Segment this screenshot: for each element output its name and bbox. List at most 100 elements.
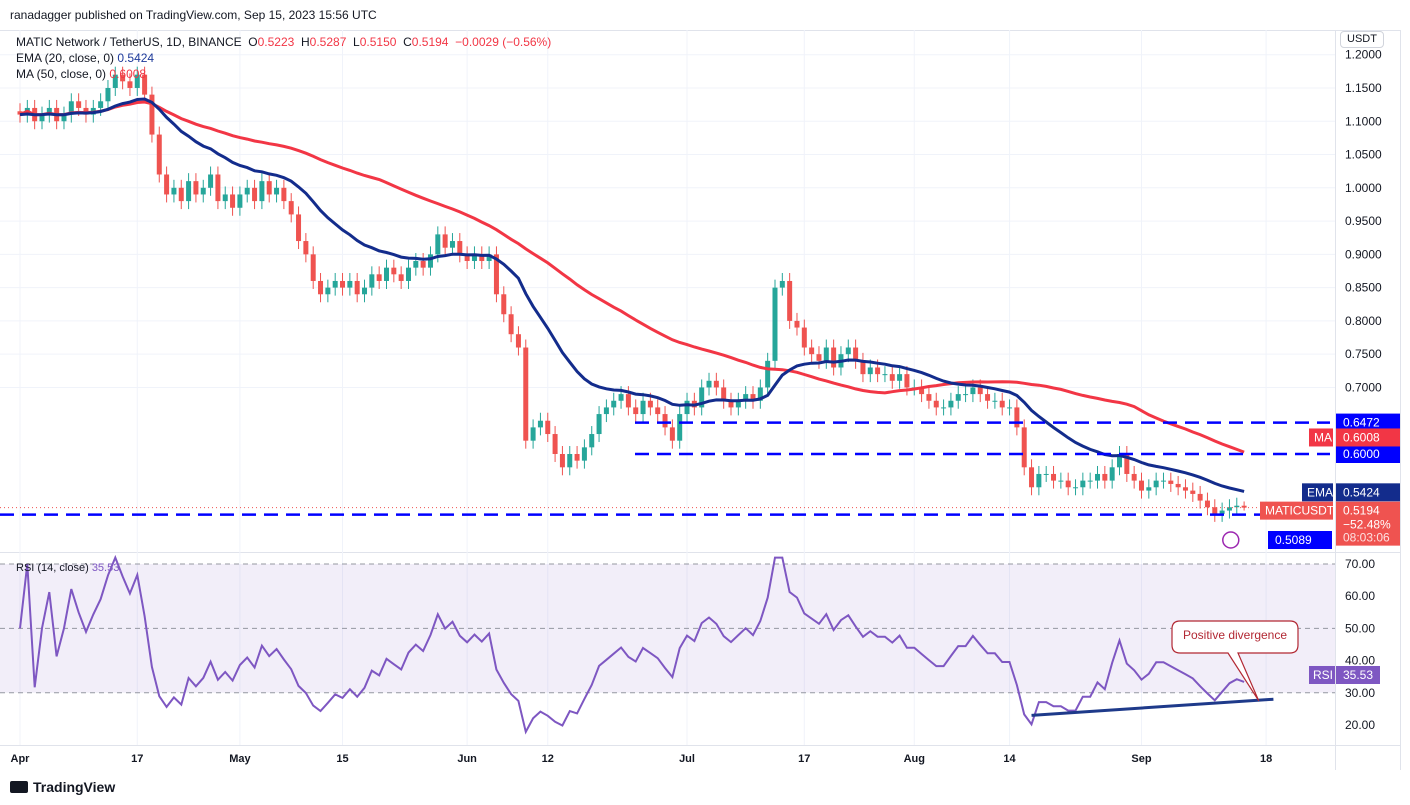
time-tick-label: Aug [904, 753, 925, 765]
candle-body [230, 194, 236, 208]
candle-body [222, 194, 228, 202]
candle-body [318, 280, 324, 295]
candle-body [655, 407, 661, 415]
candle-body [1065, 480, 1071, 488]
candle-body [706, 380, 712, 388]
right-border [1400, 30, 1401, 770]
candle-body [889, 374, 895, 381]
currency-button[interactable]: USDT [1340, 31, 1384, 48]
candle-body [757, 387, 763, 401]
candle-body [120, 74, 126, 82]
time-tick-label: 17 [798, 753, 810, 765]
time-tick-label: Sep [1131, 753, 1151, 765]
candle-body [325, 287, 331, 295]
candle-body [369, 274, 375, 288]
candle-body [794, 320, 800, 328]
candle-body [1131, 473, 1137, 481]
candle-body [647, 400, 653, 408]
ma-legend-label[interactable]: MA (50, close, 0) [16, 67, 107, 81]
candle-body [17, 111, 23, 115]
candle-body [259, 181, 265, 202]
ema-legend-label[interactable]: EMA (20, close, 0) [16, 51, 115, 65]
rsi-tick-label: 70.00 [1345, 557, 1375, 571]
candle-body [471, 254, 477, 262]
candle-body [948, 400, 954, 408]
candle-body [1153, 480, 1159, 488]
candle-body [1146, 487, 1152, 491]
candle-body [46, 107, 52, 115]
candle-body [1204, 500, 1210, 508]
time-tick-label: Apr [11, 753, 31, 765]
price-tick-label: 0.8000 [1345, 314, 1382, 328]
annotation-callout [1171, 620, 1299, 702]
candle-body [1226, 507, 1232, 511]
candle-body [772, 287, 778, 361]
rsi-tick-label: 20.00 [1345, 718, 1375, 732]
time-tick-label: 12 [542, 753, 554, 765]
price-tick-label: 1.0000 [1345, 181, 1382, 195]
tradingview-logo[interactable]: TradingView [10, 779, 115, 795]
candle-body [904, 374, 910, 388]
candle-body [156, 134, 162, 175]
high-label: H [301, 35, 310, 49]
time-tick-label: Jun [457, 753, 477, 765]
rsi-legend-label[interactable]: RSI (14, close) [16, 562, 89, 574]
candle-body [508, 314, 514, 335]
ema-legend-value: 0.5424 [117, 51, 155, 65]
candle-body [816, 354, 822, 361]
price-tag-name: MA [1314, 430, 1332, 444]
candle-body [933, 400, 939, 408]
symbol-name[interactable]: MATIC Network / TetherUS, 1D, BINANCE [16, 35, 242, 49]
rsi-tag-name: RSI [1313, 668, 1333, 682]
ma-legend-value: 0.6008 [109, 67, 147, 81]
candle-body [1007, 407, 1013, 409]
candle-body [823, 347, 829, 361]
candle-body [340, 280, 346, 288]
annotation-text: Positive divergence [1183, 628, 1287, 642]
candle-body [296, 214, 302, 242]
candle-body [435, 234, 441, 255]
close-label: C [403, 35, 412, 49]
candle-body [735, 400, 741, 408]
price-tick-label: 0.7000 [1345, 380, 1382, 394]
pane-divider [0, 552, 1400, 553]
candle-body [1029, 467, 1035, 488]
candle-body [405, 267, 411, 281]
candle-body [384, 267, 389, 281]
candle-body [860, 360, 866, 375]
candle-body [1168, 480, 1174, 484]
candle-body [449, 241, 455, 248]
brand-name: TradingView [33, 779, 116, 795]
rsi-tick-label: 50.00 [1345, 621, 1375, 635]
time-tick-label: 15 [336, 753, 348, 765]
price-tag-name: EMA [1307, 485, 1333, 499]
rsi-line [19, 554, 1245, 735]
candle-body [39, 114, 45, 122]
low-value: 0.5150 [359, 35, 397, 49]
candle-body [61, 114, 67, 122]
candle-body [464, 254, 470, 262]
candle-body [845, 347, 851, 355]
time-tick-label: Jul [679, 753, 695, 765]
candle-body [750, 394, 756, 401]
candle-body [633, 407, 639, 415]
candle-body [193, 181, 199, 195]
candle-body [669, 427, 675, 441]
low-label: L [353, 35, 360, 49]
candle-body [98, 101, 104, 108]
candle-body [713, 380, 719, 388]
close-value: 0.5194 [411, 35, 449, 49]
candle-body [1219, 510, 1225, 514]
candle-body [1124, 454, 1130, 474]
candle-body [721, 387, 727, 401]
candle-body [442, 234, 448, 248]
candle-body [76, 101, 82, 108]
candle-body [413, 261, 419, 268]
ema20-line [19, 97, 1245, 493]
candle-body [611, 400, 617, 408]
candle-body [1109, 467, 1115, 481]
candle-body [743, 394, 749, 401]
rsi-legend: RSI (14, close) 35.53 [16, 562, 119, 574]
candle-body [1014, 407, 1020, 428]
